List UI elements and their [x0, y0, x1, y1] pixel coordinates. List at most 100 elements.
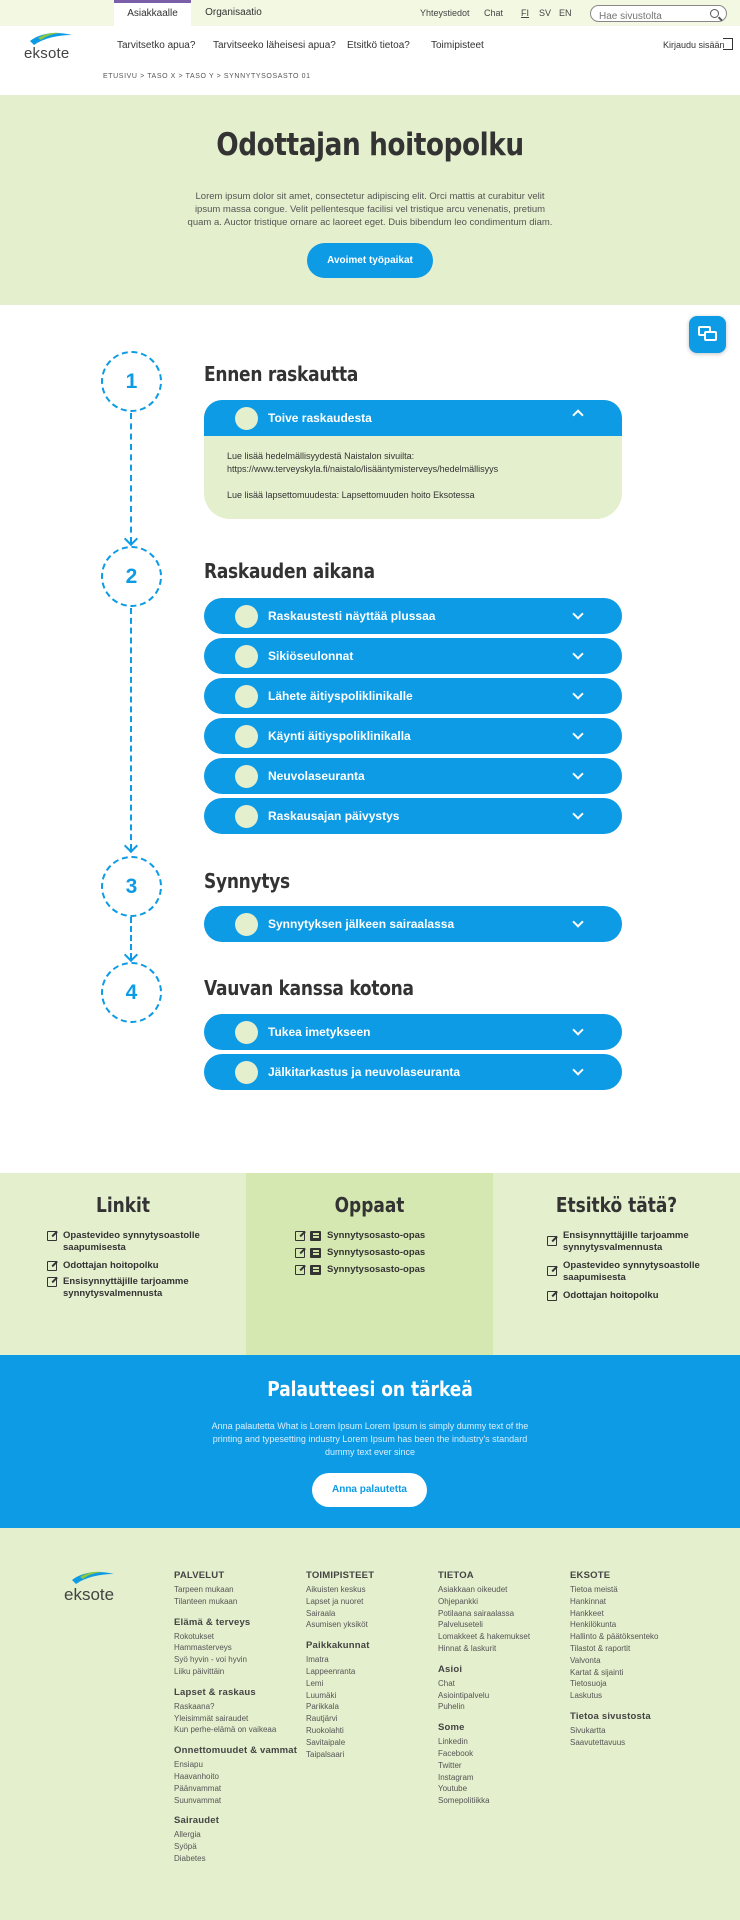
footer-link[interactable]: Ruokolahti	[306, 1725, 344, 1735]
footer-link[interactable]: Asiakkaan oikeudet	[438, 1585, 508, 1594]
footer-heading[interactable]: Some	[438, 1722, 465, 1734]
search-icon[interactable]	[710, 9, 719, 18]
footer-link[interactable]: Raskaana?	[174, 1701, 215, 1711]
tab-asiakkaalle[interactable]: Asiakkaalle	[114, 0, 191, 26]
eksote-logo[interactable]: eksote	[24, 32, 74, 62]
footer-heading[interactable]: Onnettomuudet & vammat	[174, 1745, 298, 1757]
footer-link[interactable]: Imatra	[306, 1655, 329, 1665]
breadcrumb[interactable]: ETUSIVU > TASO X > TASO Y > SYNNYTYSOSAS…	[103, 73, 311, 80]
tab-organisaatio[interactable]: Organisaatio	[205, 7, 262, 18]
links-item[interactable]: Ensisynnyttäjille tarjoamme synnytysvalm…	[63, 1276, 189, 1299]
footer-link[interactable]: Parikkala	[306, 1702, 339, 1712]
footer-link[interactable]: Youtube	[438, 1784, 468, 1794]
footer-link[interactable]: Sivukartta	[570, 1725, 606, 1735]
footer-link[interactable]: Tarpeen mukaan	[174, 1585, 234, 1594]
login-icon[interactable]	[723, 38, 733, 50]
footer-link[interactable]: Kun perhe-elämä on vaikeaa	[174, 1725, 277, 1735]
footer-heading[interactable]: PALVELUT	[174, 1570, 225, 1581]
accordion-header[interactable]: Toive raskaudesta	[204, 400, 622, 436]
footer-link[interactable]: Puhelin	[438, 1702, 465, 1712]
footer-link[interactable]: Liiku päivittäin	[174, 1666, 225, 1676]
accordion-item[interactable]: Raskaustesti näyttää plussaa	[204, 598, 622, 634]
footer-link[interactable]: Henkilökunta	[570, 1620, 617, 1630]
guides-item[interactable]: Synnytysosasto-opas	[327, 1264, 426, 1275]
footer-link[interactable]: Aikuisten keskus	[306, 1585, 366, 1594]
footer-heading[interactable]: Lapset & raskaus	[174, 1686, 256, 1698]
links-item[interactable]: Odottajan hoitopolku	[63, 1260, 159, 1271]
footer-link[interactable]: Asiointipalvelu	[438, 1690, 490, 1700]
footer-heading[interactable]: EKSOTE	[570, 1570, 611, 1581]
lang-sv[interactable]: SV	[539, 8, 552, 18]
footer-heading[interactable]: Sairaudet	[174, 1815, 220, 1827]
chat-button[interactable]	[689, 316, 726, 353]
footer-link[interactable]: Taipalsaari	[306, 1749, 345, 1759]
footer-link[interactable]: Chat	[438, 1678, 455, 1688]
footer-link[interactable]: Hankkeet	[570, 1608, 604, 1618]
footer-link[interactable]: Lapset ja nuoret	[306, 1596, 364, 1606]
footer-link[interactable]: Suunvammat	[174, 1795, 222, 1805]
lang-fi[interactable]: FI	[521, 8, 529, 18]
footer-heading[interactable]: Elämä & terveys	[174, 1616, 251, 1628]
footer-link[interactable]: Päänvammat	[174, 1783, 222, 1793]
footer-link[interactable]: Saavutettavuus	[570, 1737, 626, 1747]
footer-link[interactable]: Somepolitiikka	[438, 1796, 490, 1806]
nav-tarvitseeko-laheisesi-apua[interactable]: Tarvitseeko läheisesi apua?	[213, 40, 336, 51]
footer-link[interactable]: Laskutus	[570, 1691, 603, 1701]
guides-item[interactable]: Synnytysosasto-opas	[327, 1230, 426, 1241]
open-jobs-button[interactable]: Avoimet työpaikat	[307, 243, 433, 278]
search-suggestion-item[interactable]: Ensisynnyttäjille tarjoamme synnytysvalm…	[563, 1230, 689, 1253]
footer-link[interactable]: Luumäki	[306, 1690, 337, 1700]
footer-link[interactable]: Tilastot & raportit	[570, 1643, 631, 1653]
login-link[interactable]: Kirjaudu sisään	[663, 40, 725, 50]
footer-link[interactable]: Tietoa meistä	[570, 1585, 618, 1594]
search-suggestion-item[interactable]: Odottajan hoitopolku	[563, 1290, 659, 1301]
footer-link[interactable]: Syöpä	[174, 1842, 197, 1852]
footer-heading[interactable]: Tietoa sivustosta	[570, 1710, 651, 1722]
footer-link[interactable]: Lomakkeet & hakemukset	[438, 1632, 531, 1642]
contacts-link[interactable]: Yhteystiedot	[420, 8, 470, 18]
footer-link[interactable]: Savitaipale	[306, 1737, 346, 1747]
footer-link[interactable]: Hammasterveys	[174, 1643, 232, 1653]
footer-link[interactable]: Lappeenranta	[306, 1666, 356, 1676]
accordion-item[interactable]: Neuvolaseuranta	[204, 758, 622, 794]
footer-link[interactable]: Linkedin	[438, 1737, 468, 1747]
footer-link[interactable]: Rokotukset	[174, 1631, 215, 1641]
footer-link[interactable]: Potilaana sairaalassa	[438, 1608, 515, 1618]
footer-link[interactable]: Twitter	[438, 1760, 462, 1770]
links-item[interactable]: Opastevideo synnytysoastolle saapumisest…	[63, 1230, 200, 1253]
accordion-text-2[interactable]: Lue lisää lapsettomuudesta: Lapsettomuud…	[227, 490, 475, 500]
footer-link[interactable]: Yleisimmät sairaudet	[174, 1713, 249, 1723]
accordion-item[interactable]: Lähete äitiyspoliklinikalle	[204, 678, 622, 714]
search-suggestion-item[interactable]: Opastevideo synnytysoastolle saapumisest…	[563, 1260, 700, 1283]
footer-link[interactable]: Diabetes	[174, 1853, 206, 1863]
footer-link[interactable]: Hankinnat	[570, 1596, 607, 1606]
footer-link[interactable]: Syö hyvin - voi hyvin	[174, 1655, 247, 1665]
accordion-item[interactable]: Raskausajan päivystys	[204, 798, 622, 834]
accordion-item[interactable]: Sikiöseulonnat	[204, 638, 622, 674]
footer-link[interactable]: Lemi	[306, 1678, 324, 1688]
footer-link[interactable]: Palveluseteli	[438, 1620, 483, 1630]
footer-link[interactable]: Ensiapu	[174, 1760, 203, 1770]
footer-heading[interactable]: TIETOA	[438, 1570, 474, 1581]
accordion-item[interactable]: Synnytyksen jälkeen sairaalassa	[204, 906, 622, 942]
footer-link[interactable]: Hinnat & laskurit	[438, 1643, 497, 1653]
guides-item[interactable]: Synnytysosasto-opas	[327, 1247, 426, 1258]
footer-link[interactable]: Allergia	[174, 1830, 201, 1840]
give-feedback-button[interactable]: Anna palautetta	[312, 1473, 427, 1507]
footer-link[interactable]: Tietosuoja	[570, 1679, 607, 1689]
accordion-link[interactable]: https://www.terveyskyla.fi/naistalo/lisä…	[227, 464, 499, 474]
nav-toimipisteet[interactable]: Toimipisteet	[431, 40, 484, 51]
footer-link[interactable]: Hallinto & päätöksenteko	[570, 1632, 659, 1642]
footer-heading[interactable]: Asioi	[438, 1663, 463, 1675]
footer-heading[interactable]: Paikkakunnat	[306, 1640, 370, 1652]
footer-heading[interactable]: TOIMIPISTEET	[306, 1570, 375, 1581]
nav-etsitko-tietoa[interactable]: Etsitkö tietoa?	[347, 40, 410, 51]
footer-link[interactable]: Ohjepankki	[438, 1596, 479, 1606]
footer-link[interactable]: Instagram	[438, 1772, 474, 1782]
footer-link[interactable]: Asumisen yksiköt	[306, 1620, 368, 1630]
footer-link[interactable]: Haavanhoito	[174, 1771, 219, 1781]
footer-link[interactable]: Facebook	[438, 1748, 474, 1758]
footer-link[interactable]: Tilanteen mukaan	[174, 1596, 238, 1606]
accordion-item[interactable]: Tukea imetykseen	[204, 1014, 622, 1050]
footer-link[interactable]: Kartat & sijainti	[570, 1667, 624, 1677]
